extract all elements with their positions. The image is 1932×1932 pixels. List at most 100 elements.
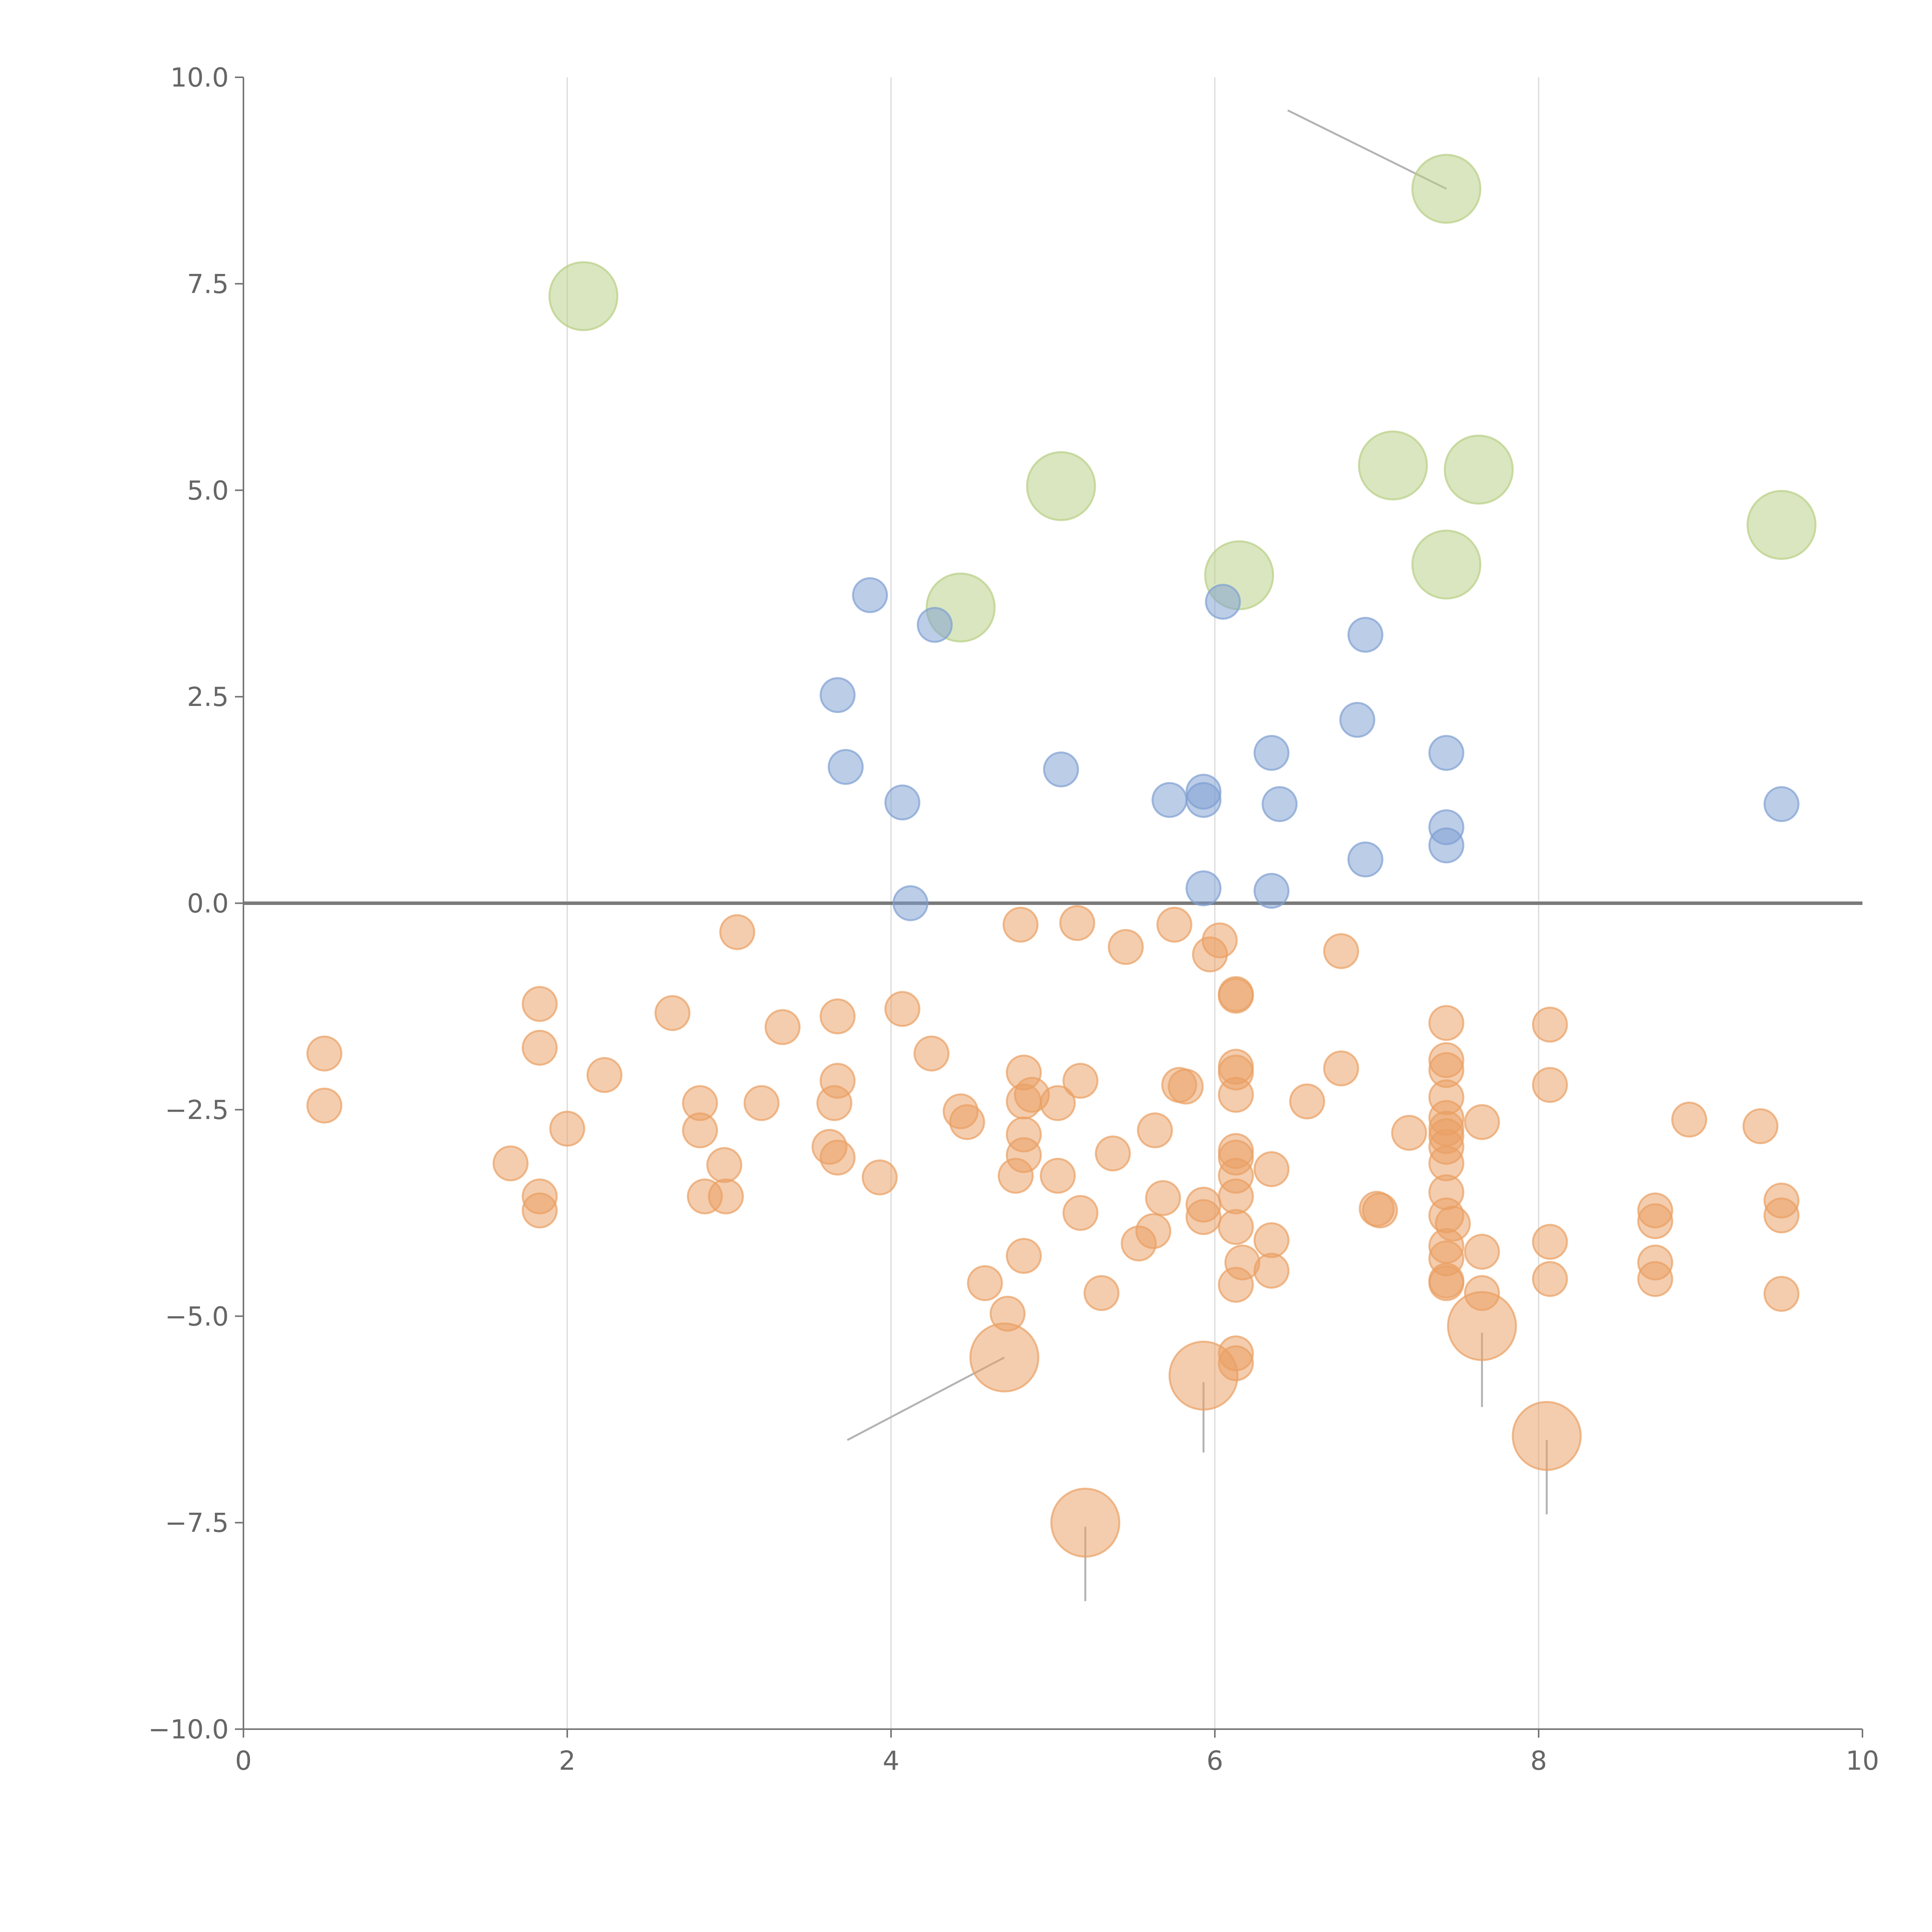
data-point-orange: [708, 1178, 744, 1214]
data-point-orange: [1040, 1158, 1076, 1194]
data-point-orange: [1108, 929, 1144, 965]
data-point-orange: [682, 1112, 718, 1148]
data-point-orange: [1764, 1276, 1799, 1312]
x-tick-label: 6: [1206, 1746, 1223, 1776]
data-point-green: [1444, 434, 1514, 505]
y-tick-label: 7.5: [187, 269, 229, 299]
data-point-orange: [1532, 1224, 1568, 1260]
data-point-orange: [306, 1036, 342, 1072]
data-point-green: [1411, 154, 1481, 224]
data-point-orange: [1059, 905, 1095, 941]
data-point-orange: [862, 1159, 898, 1196]
data-point-orange: [549, 1111, 585, 1147]
data-point-green: [1358, 430, 1428, 501]
data-point-orange: [1253, 1222, 1290, 1259]
data-point-orange: [1002, 906, 1039, 943]
x-tick-label: 0: [235, 1746, 252, 1776]
data-point-green: [1411, 529, 1481, 600]
data-point-blue: [828, 749, 864, 785]
data-point-orange: [1156, 906, 1192, 943]
data-point-orange: [1185, 1199, 1222, 1235]
x-tick-label: 8: [1530, 1746, 1547, 1776]
data-point-orange: [719, 914, 755, 950]
x-tick-label: 4: [883, 1746, 899, 1776]
annotation-lines: [825, 109, 1782, 1601]
data-point-orange: [1323, 933, 1359, 969]
data-point-blue: [1347, 841, 1384, 878]
data-point-blue: [820, 677, 856, 713]
data-point-orange: [1362, 1192, 1398, 1229]
data-point-orange: [1447, 1291, 1517, 1361]
data-point-orange: [1464, 1234, 1500, 1270]
data-point-orange: [1637, 1203, 1673, 1239]
data-point-blue: [1253, 872, 1290, 909]
data-point-orange: [1218, 1267, 1254, 1303]
data-point-orange: [969, 1322, 1039, 1393]
data-point-orange: [1168, 1340, 1239, 1411]
data-point-blue: [852, 577, 888, 613]
data-point-orange: [1428, 1265, 1464, 1301]
data-point-orange: [1671, 1102, 1708, 1138]
data-point-orange: [1532, 1007, 1568, 1043]
data-point-orange: [522, 986, 558, 1022]
data-point-orange: [1253, 1253, 1290, 1289]
y-tick-label: −2.5: [165, 1095, 229, 1126]
data-point-orange: [1742, 1108, 1779, 1145]
data-point-orange: [1095, 1135, 1131, 1172]
data-point-blue: [892, 885, 929, 921]
data-points: [306, 154, 1816, 1558]
data-point-blue: [1262, 786, 1298, 822]
data-point-blue: [1764, 786, 1799, 822]
data-point-orange: [654, 995, 690, 1031]
data-point-orange: [1121, 1225, 1157, 1262]
data-point-orange: [1006, 1238, 1042, 1274]
data-point-orange: [913, 1036, 950, 1072]
data-point-green: [548, 261, 619, 331]
data-point-orange: [1006, 1083, 1042, 1119]
data-point-orange: [1512, 1401, 1582, 1471]
data-point-blue: [1151, 782, 1188, 818]
data-point-orange: [1040, 1085, 1076, 1121]
x-tick-label: 2: [559, 1746, 575, 1776]
data-point-orange: [586, 1057, 622, 1093]
data-point-blue: [1347, 617, 1384, 653]
y-tick-label: 10.0: [170, 63, 229, 93]
data-point-orange: [1391, 1115, 1427, 1151]
data-point-orange: [1168, 1068, 1204, 1105]
data-point-blue: [1185, 870, 1222, 906]
y-tick-label: 2.5: [187, 682, 229, 713]
data-point-orange: [1083, 1275, 1120, 1311]
data-point-blue: [1185, 782, 1222, 818]
data-point-orange: [1062, 1195, 1099, 1231]
data-point-orange: [1253, 1151, 1290, 1187]
data-point-orange: [306, 1087, 342, 1124]
x-tick-label: 10: [1846, 1746, 1879, 1776]
data-point-orange: [1137, 1112, 1173, 1148]
data-point-orange: [967, 1265, 1003, 1301]
data-point-orange: [1532, 1261, 1568, 1297]
data-point-orange: [1289, 1083, 1325, 1119]
data-point-blue: [1428, 827, 1464, 864]
data-point-orange: [1192, 936, 1228, 973]
data-point-orange: [816, 1085, 852, 1121]
y-tick-label: −10.0: [148, 1714, 229, 1745]
data-point-orange: [1218, 1178, 1254, 1214]
data-point-green: [1026, 451, 1096, 521]
y-tick-label: −7.5: [165, 1508, 229, 1539]
data-point-orange: [1145, 1180, 1181, 1216]
y-tick-label: 0.0: [187, 889, 229, 919]
data-point-orange: [1050, 1488, 1121, 1558]
data-point-orange: [1323, 1050, 1359, 1087]
data-point-blue: [1339, 702, 1376, 738]
data-point-orange: [522, 1030, 558, 1066]
data-point-orange: [1464, 1104, 1500, 1140]
data-point-orange: [1637, 1261, 1673, 1297]
y-tick-label: −5.0: [165, 1301, 229, 1332]
x-axis-ticks: 0 2 4 6 8 10: [235, 1729, 1879, 1776]
data-point-orange: [706, 1147, 742, 1183]
data-point-orange: [1218, 1209, 1254, 1245]
data-point-blue: [1428, 735, 1464, 771]
data-point-blue: [1043, 751, 1079, 787]
data-point-blue: [1253, 735, 1290, 771]
